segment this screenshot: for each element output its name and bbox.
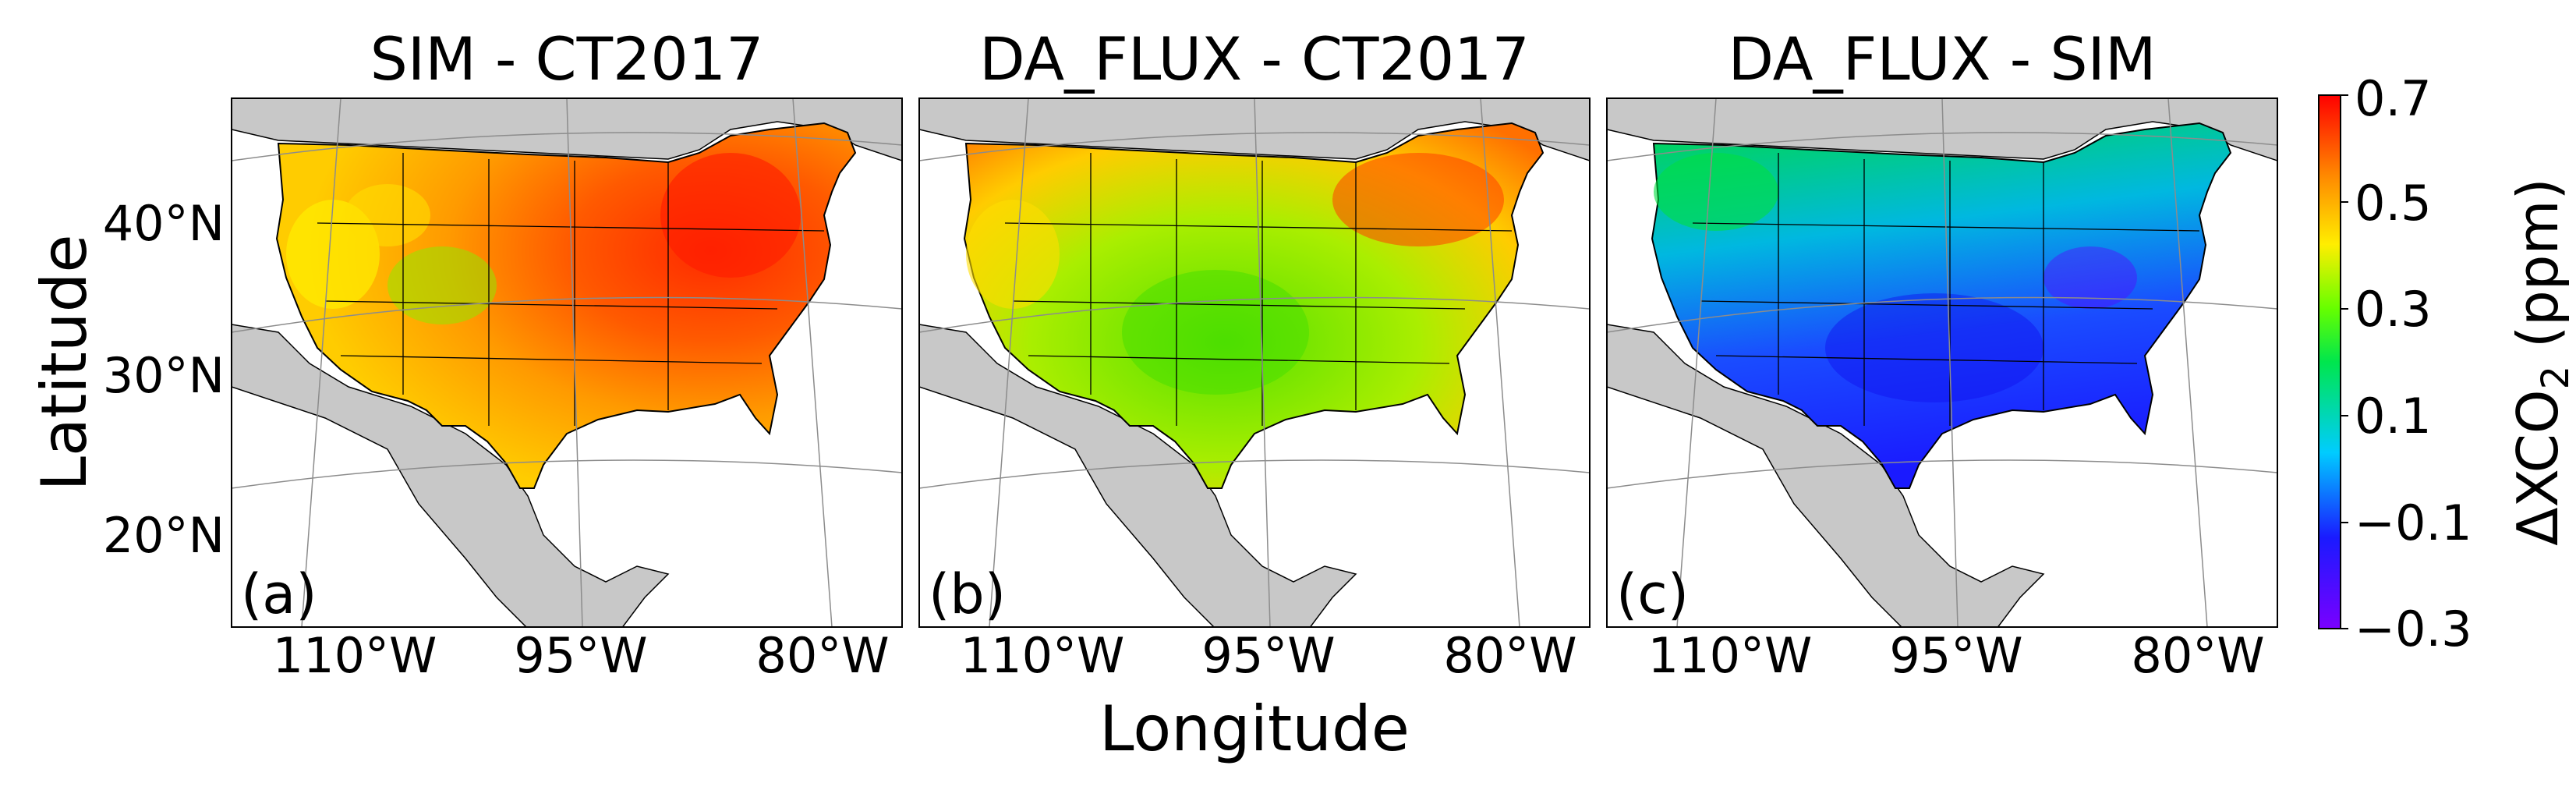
lon-ticks-c: 110°W 95°W 80°W — [1648, 627, 2265, 684]
lon-tick-label: 110°W — [961, 627, 1125, 684]
lon-tick-label: 110°W — [273, 627, 437, 684]
colorbar-label: ΔXCO2 (ppm) — [2505, 178, 2576, 545]
lon-ticks-b: 110°W 95°W 80°W — [961, 627, 1577, 684]
lat-tick-label: 30°N — [103, 347, 225, 404]
panel-b: DA_FLUX - CT2017 (b) — [918, 24, 1591, 628]
lon-tick-label: 80°W — [2131, 627, 2264, 684]
colorbar-tick-label: 0.7 — [2355, 70, 2432, 127]
lon-tick-label: 95°W — [514, 627, 647, 684]
field-blob — [387, 246, 497, 324]
field-blob — [966, 200, 1060, 309]
panel-c-frame — [1606, 97, 2278, 628]
field-blob — [660, 153, 801, 278]
colorbar-ticks — [2341, 94, 2348, 629]
field-blob — [345, 184, 430, 246]
field-blob — [1332, 153, 1504, 246]
panel-b-frame — [918, 97, 1591, 628]
panel-b-label: (b) — [929, 562, 1006, 626]
field-blob — [2043, 246, 2137, 309]
lat-tick-label: 40°N — [103, 195, 225, 252]
field-blob — [1825, 293, 2043, 402]
y-axis-title: Latitude — [28, 234, 101, 491]
panel-c-title: DA_FLUX - SIM — [1728, 24, 2156, 94]
lon-tick-label: 95°W — [1201, 627, 1335, 684]
lat-tick-label: 20°N — [103, 507, 225, 564]
lon-tick-label: 95°W — [1889, 627, 2022, 684]
panel-a: SIM - CT2017 (a) — [231, 24, 903, 628]
colorbar-tick-label: 0.5 — [2355, 175, 2432, 232]
graticule — [919, 98, 1590, 627]
panel-a-title: SIM - CT2017 — [370, 24, 764, 94]
panel-a-label: (a) — [241, 562, 317, 626]
panel-c-label: (c) — [1616, 562, 1689, 626]
lon-tick-label: 110°W — [1648, 627, 1813, 684]
colorbar-tick-label: 0.1 — [2355, 388, 2432, 445]
lon-tick-label: 80°W — [1443, 627, 1576, 684]
graticule — [232, 98, 902, 627]
colorbar-tick-label: −0.1 — [2355, 494, 2472, 551]
colorbar: 0.7 0.5 0.3 0.1 −0.1 −0.3 ΔXCO2 (ppm) — [2318, 70, 2576, 657]
colorbar-ramp — [2318, 94, 2341, 629]
field-blob — [1654, 153, 1778, 231]
panel-b-title: DA_FLUX - CT2017 — [979, 24, 1530, 94]
lon-tick-label: 80°W — [755, 627, 889, 684]
panel-c: DA_FLUX - SIM (c) — [1606, 24, 2278, 628]
panel-a-frame — [231, 97, 903, 628]
lon-ticks-a: 110°W 95°W 80°W — [273, 627, 890, 684]
x-axis-title: Longitude — [1099, 693, 1410, 765]
field-blob — [1122, 270, 1309, 395]
colorbar-tick-label: 0.3 — [2355, 281, 2432, 338]
colorbar-tick-label: −0.3 — [2355, 601, 2472, 657]
graticule — [1607, 98, 2277, 627]
